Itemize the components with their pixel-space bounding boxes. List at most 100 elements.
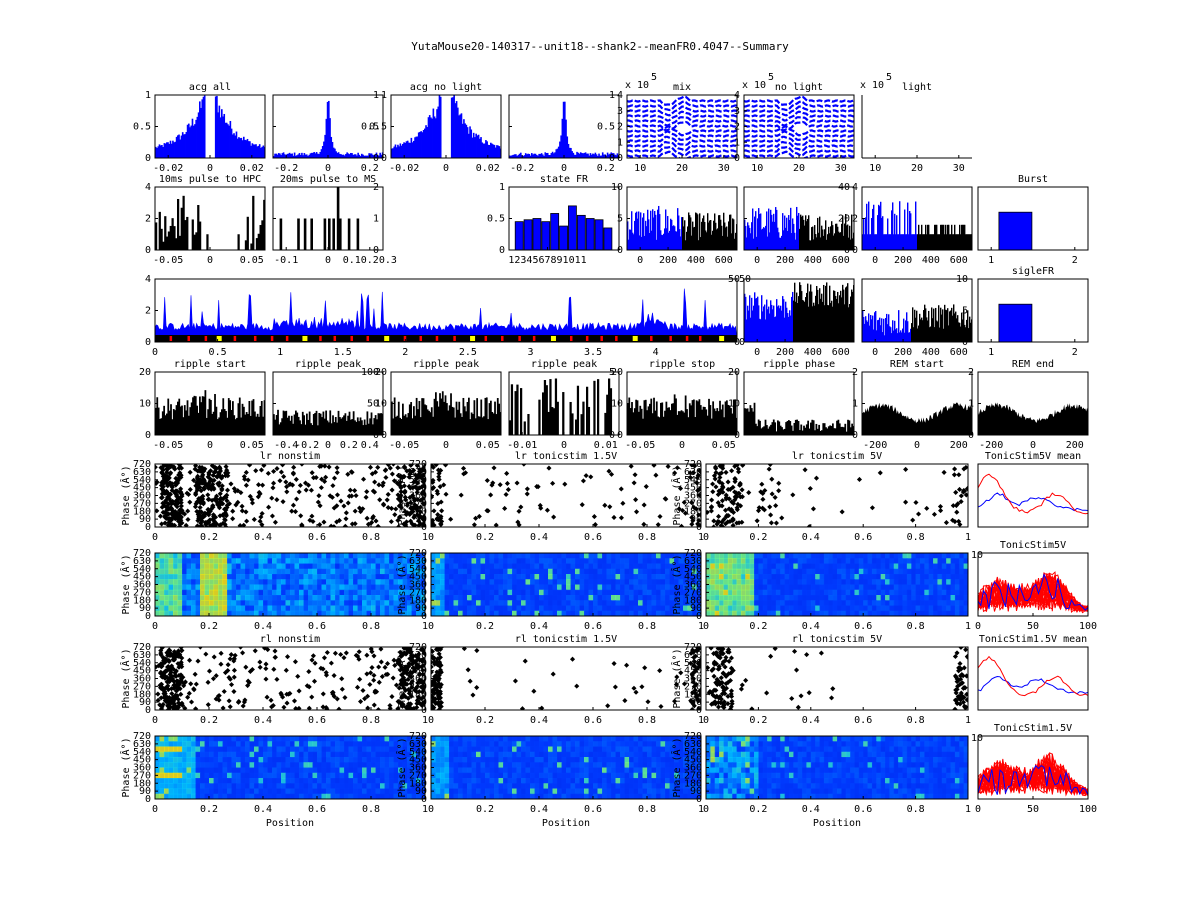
heatmap-cell xyxy=(440,606,445,612)
heatmap-cell xyxy=(241,574,246,580)
y-axis-label: Phase (Â°) xyxy=(119,554,132,614)
bar xyxy=(511,384,513,435)
heatmap-cell xyxy=(846,564,851,570)
heatmap-cell xyxy=(463,564,468,570)
heatmap-cell xyxy=(223,606,228,612)
heatmap-cell xyxy=(911,579,916,585)
heatmap-cell xyxy=(643,558,648,564)
heatmap-cell xyxy=(263,574,268,580)
heatmap-cell xyxy=(277,595,282,601)
heatmap-cell xyxy=(463,606,468,612)
heatmap-cell xyxy=(476,585,481,591)
heatmap-cell xyxy=(793,579,798,585)
heatmap-cell xyxy=(544,590,549,596)
heatmap-cell xyxy=(745,574,750,580)
heatmap-cell xyxy=(472,574,477,580)
raster-point xyxy=(759,482,764,487)
heatmap-cell xyxy=(723,564,728,570)
heatmap-cell xyxy=(580,564,585,570)
heatmap-cell xyxy=(250,553,255,559)
y-tick-label: 0 xyxy=(145,430,151,441)
state-mark xyxy=(633,336,638,341)
heatmap-cell xyxy=(214,606,219,612)
heatmap-cell xyxy=(652,585,657,591)
heatmap-cell xyxy=(706,553,711,559)
y-tick-label: 10 xyxy=(728,399,740,410)
heatmap-cell xyxy=(571,600,576,606)
heatmap-cell xyxy=(218,579,223,585)
heatmap-cell xyxy=(661,574,666,580)
heatmap-cell xyxy=(367,606,372,612)
heatmap-cell xyxy=(380,585,385,591)
raster-point xyxy=(187,500,192,505)
heatmap-cell xyxy=(863,579,868,585)
heatmap-cell xyxy=(191,585,196,591)
heatmap-cell xyxy=(776,585,781,591)
heatmap-cell xyxy=(539,558,544,564)
heatmap-cell xyxy=(454,595,459,601)
heatmap-cell xyxy=(811,553,816,559)
heatmap-cell xyxy=(205,585,210,591)
heatmap-cell xyxy=(160,558,165,564)
heatmap-cell xyxy=(959,564,964,570)
raster-point xyxy=(461,466,466,471)
raster-point xyxy=(666,464,671,469)
raster-point xyxy=(259,467,264,472)
heatmap-cell xyxy=(259,585,264,591)
y-tick-label: 2 xyxy=(373,182,379,193)
heatmap-cell xyxy=(889,564,894,570)
heatmap-cell xyxy=(850,574,855,580)
heatmap-cell xyxy=(652,595,657,601)
y-tick-label: 0 xyxy=(734,337,740,348)
heatmap-cell xyxy=(647,564,652,570)
heatmap-cell xyxy=(389,585,394,591)
heatmap-cell xyxy=(903,569,908,575)
heatmap-cell xyxy=(638,579,643,585)
heatmap-cell xyxy=(308,600,313,606)
heatmap-cell xyxy=(254,569,259,575)
heatmap-cell xyxy=(227,564,232,570)
heatmap-cell xyxy=(924,569,929,575)
heatmap-cell xyxy=(903,558,908,564)
plot-area-23 xyxy=(744,403,854,435)
heatmap-cell xyxy=(789,579,794,585)
heatmap-cell xyxy=(548,585,553,591)
heatmap-cell xyxy=(494,606,499,612)
heatmap-cell xyxy=(575,569,580,575)
heatmap-cell xyxy=(512,553,517,559)
raster-point xyxy=(389,519,394,524)
heatmap-cell xyxy=(187,595,192,601)
y-tick-label: 20 xyxy=(139,367,151,378)
heatmap-cell xyxy=(544,585,549,591)
heatmap-cell xyxy=(737,579,742,585)
heatmap-cell xyxy=(920,585,925,591)
heatmap-cell xyxy=(241,564,246,570)
chart-title: ripple stop xyxy=(649,359,715,370)
heatmap-cell xyxy=(580,590,585,596)
heatmap-cell xyxy=(277,574,282,580)
raster-point xyxy=(353,509,358,514)
heatmap-cell xyxy=(335,595,340,601)
heatmap-cell xyxy=(367,569,372,575)
heatmap-cell xyxy=(566,590,571,596)
series-line xyxy=(744,122,854,130)
heatmap-cell xyxy=(763,569,768,575)
heatmap-cell xyxy=(785,579,790,585)
heatmap-cell xyxy=(920,558,925,564)
heatmap-cell xyxy=(562,558,567,564)
heatmap-cell xyxy=(881,564,886,570)
heatmap-cell xyxy=(566,564,571,570)
heatmap-cell xyxy=(335,558,340,564)
raster-point xyxy=(260,483,265,488)
heatmap-cell xyxy=(530,590,535,596)
heatmap-cell xyxy=(454,564,459,570)
heatmap-cell xyxy=(317,606,322,612)
raster-point xyxy=(266,471,271,476)
heatmap-cell xyxy=(191,558,196,564)
raster-point xyxy=(957,487,962,492)
panel-29: TonicStim5V mean xyxy=(978,451,1088,527)
heatmap-cell xyxy=(227,574,232,580)
heatmap-cell xyxy=(584,606,589,612)
heatmap-cell xyxy=(494,585,499,591)
